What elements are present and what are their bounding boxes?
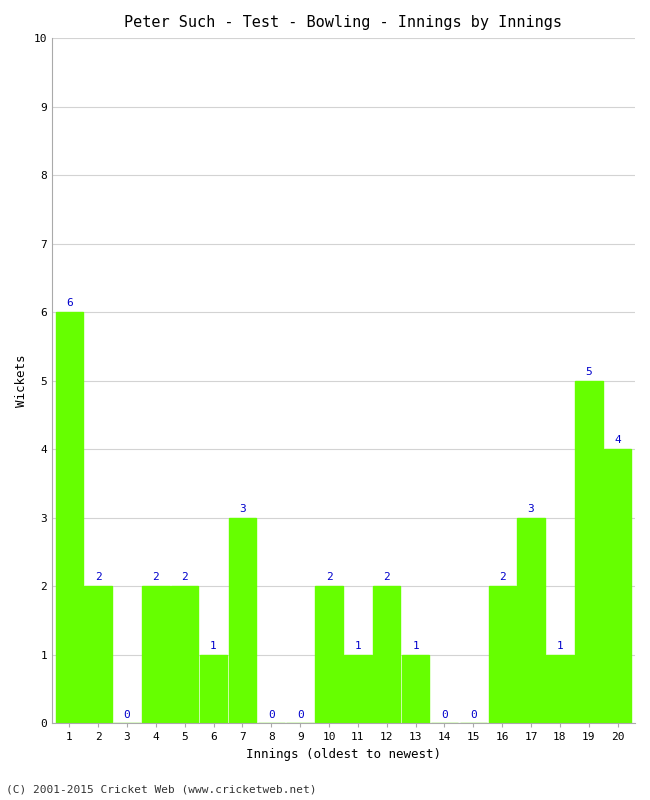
Text: 2: 2 [326, 572, 332, 582]
Text: 1: 1 [354, 641, 361, 650]
Text: 6: 6 [66, 298, 73, 308]
Bar [229, 518, 256, 723]
Bar [373, 586, 400, 723]
Text: 2: 2 [153, 572, 159, 582]
Bar [344, 655, 372, 723]
Text: 2: 2 [95, 572, 101, 582]
Text: 2: 2 [181, 572, 188, 582]
Text: 0: 0 [124, 710, 131, 720]
Bar [575, 381, 603, 723]
Bar [546, 655, 574, 723]
Text: 1: 1 [210, 641, 217, 650]
Bar [171, 586, 198, 723]
Text: 0: 0 [297, 710, 304, 720]
Bar [489, 586, 516, 723]
Text: 2: 2 [499, 572, 506, 582]
Title: Peter Such - Test - Bowling - Innings by Innings: Peter Such - Test - Bowling - Innings by… [124, 15, 562, 30]
X-axis label: Innings (oldest to newest): Innings (oldest to newest) [246, 748, 441, 761]
Text: 0: 0 [268, 710, 275, 720]
Text: 2: 2 [384, 572, 390, 582]
Bar [142, 586, 170, 723]
Y-axis label: Wickets: Wickets [15, 354, 28, 407]
Text: 1: 1 [556, 641, 564, 650]
Text: 0: 0 [441, 710, 448, 720]
Bar [604, 450, 631, 723]
Text: 3: 3 [239, 504, 246, 514]
Text: (C) 2001-2015 Cricket Web (www.cricketweb.net): (C) 2001-2015 Cricket Web (www.cricketwe… [6, 784, 317, 794]
Text: 3: 3 [528, 504, 534, 514]
Text: 1: 1 [412, 641, 419, 650]
Bar [84, 586, 112, 723]
Text: 4: 4 [614, 435, 621, 445]
Bar [517, 518, 545, 723]
Bar [402, 655, 430, 723]
Bar [55, 312, 83, 723]
Text: 0: 0 [470, 710, 476, 720]
Bar [315, 586, 343, 723]
Text: 5: 5 [586, 366, 592, 377]
Bar [200, 655, 227, 723]
